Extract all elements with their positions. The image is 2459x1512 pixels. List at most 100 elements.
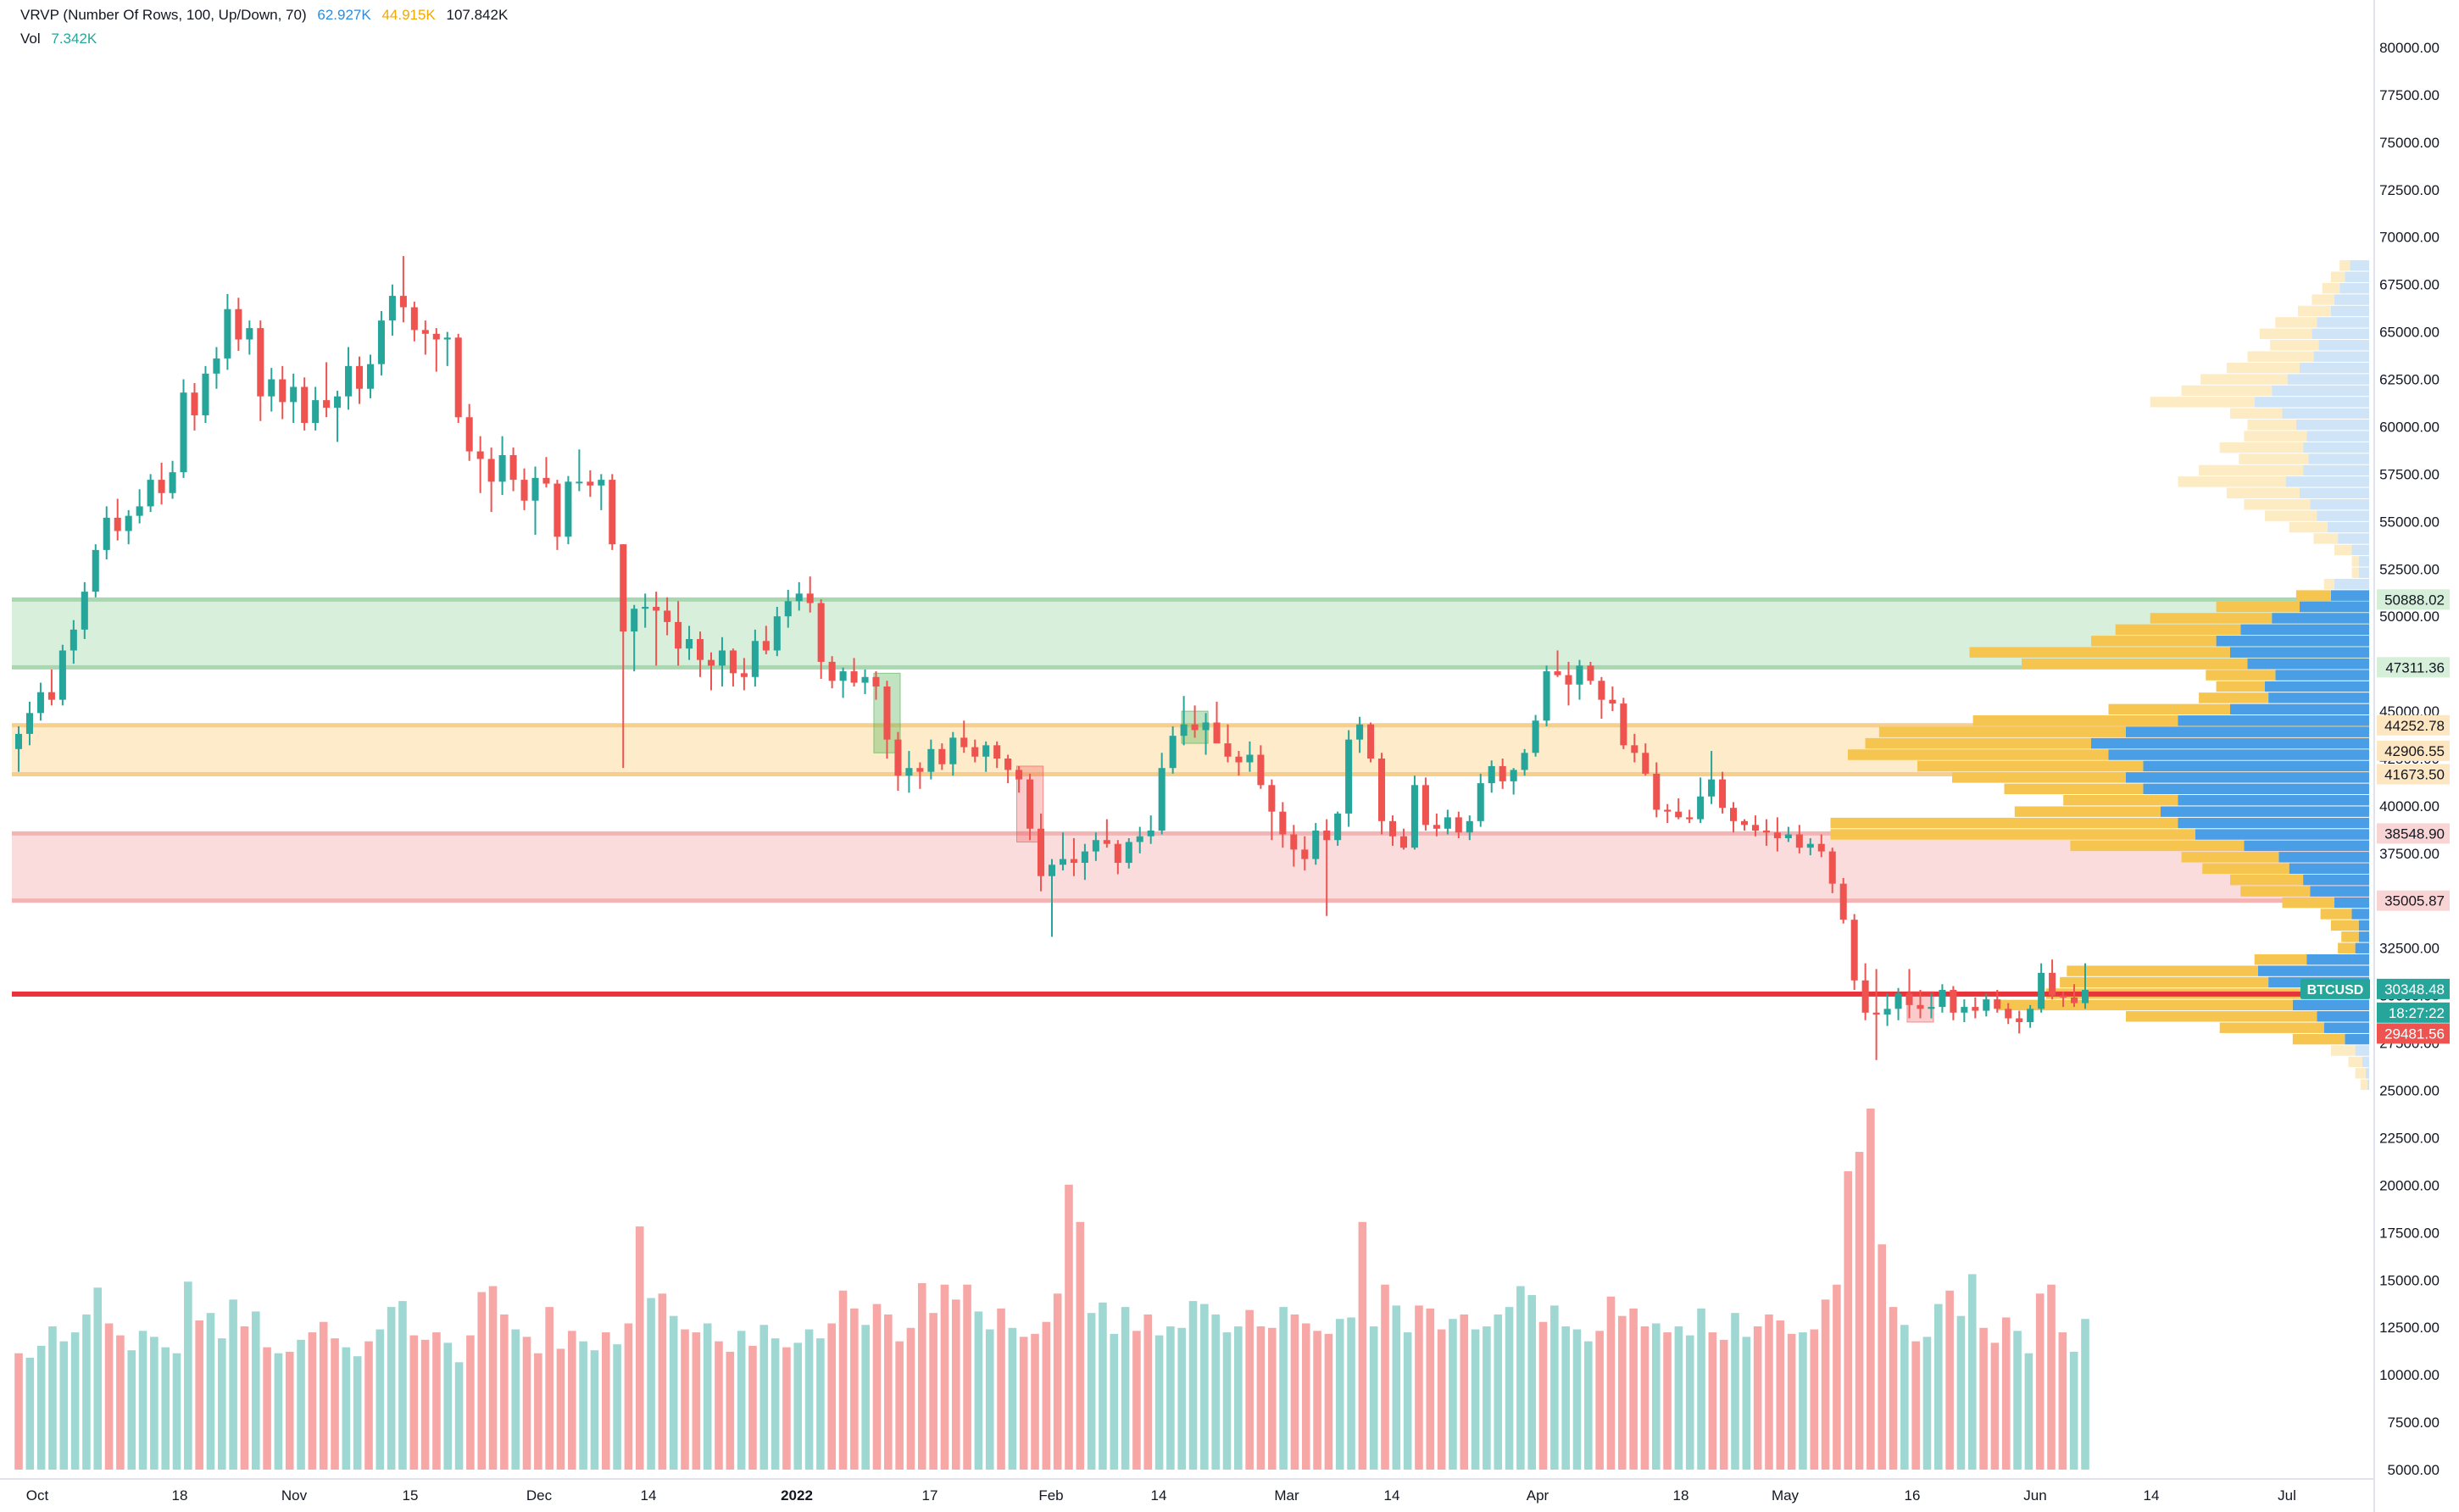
vp-row-up — [2351, 909, 2369, 920]
candle-body — [949, 737, 957, 764]
vp-row-down — [2108, 703, 2230, 715]
price-badge-bg — [2377, 978, 2450, 999]
candle-body — [1410, 785, 1418, 848]
candle-body — [542, 477, 550, 484]
volume-bar — [624, 1323, 633, 1470]
volume-bar — [2001, 1317, 2011, 1470]
volume-bar — [1550, 1305, 1559, 1470]
candle-body — [1817, 843, 1825, 852]
vp-row-up — [2334, 897, 2369, 909]
candle-body — [58, 650, 66, 700]
candle-body — [180, 392, 187, 473]
volume-bar — [116, 1335, 125, 1470]
candle-body — [1861, 980, 1869, 1013]
candle-body — [982, 745, 990, 757]
candle-body — [1246, 754, 1254, 763]
vp-row-up — [2300, 362, 2369, 374]
candle-body — [938, 748, 946, 764]
volume-bar — [2058, 1332, 2067, 1470]
candle-body — [169, 472, 176, 493]
vp-row-up — [2358, 567, 2369, 578]
candle-body — [565, 481, 572, 537]
candle-body — [686, 639, 693, 649]
volume-bar — [2024, 1353, 2033, 1470]
vp-row-down — [2341, 931, 2359, 942]
candle-body — [1444, 817, 1451, 829]
candle-body — [773, 616, 781, 651]
candle-body — [1059, 859, 1066, 865]
price-badge-bg — [2377, 740, 2450, 761]
vp-row-up — [2310, 498, 2369, 510]
candle-body — [1268, 785, 1276, 812]
candle-body — [1784, 834, 1792, 838]
volume-bar — [1031, 1333, 1039, 1470]
vp-row-up — [2365, 1068, 2369, 1079]
candle-body — [1213, 722, 1221, 744]
vp-row-up — [2345, 1033, 2369, 1045]
vp-row-down — [2202, 863, 2289, 874]
vol-legend-row[interactable]: Vol 7.342K — [20, 27, 508, 51]
candle-body — [1466, 820, 1473, 833]
candle-body — [1795, 834, 1803, 848]
candle-body — [1180, 724, 1188, 737]
vp-row-down — [2297, 305, 2331, 317]
volume-bar — [443, 1342, 453, 1470]
time-tick-label: Dec — [526, 1487, 553, 1504]
volume-bar — [511, 1329, 520, 1470]
vp-row-up — [2195, 829, 2369, 840]
symbol-tag-label: BTCUSD — [2307, 983, 2364, 998]
vp-row-down — [2292, 1033, 2345, 1045]
vp-row-up — [2334, 578, 2369, 590]
volume-bar — [1267, 1327, 1277, 1470]
volume-bar — [1437, 1329, 1446, 1470]
price-badge-label: 44252.78 — [2384, 718, 2445, 734]
vrvp-total-value: 107.842K — [446, 7, 509, 23]
time-tick-label: Apr — [1527, 1487, 1549, 1504]
volume-bar — [138, 1331, 147, 1470]
volume-bar — [556, 1348, 565, 1470]
vp-row-up — [2327, 521, 2369, 533]
vp-row-down — [2206, 670, 2276, 681]
vp-row-up — [2303, 464, 2369, 476]
volume-bar — [1381, 1284, 1389, 1470]
candle-body — [1399, 836, 1407, 848]
volume-bar — [1629, 1308, 1638, 1470]
vrvp-legend-row[interactable]: VRVP (Number Of Rows, 100, Up/Down, 70) … — [20, 3, 508, 27]
candle-body — [410, 307, 418, 331]
volume-bar — [771, 1338, 780, 1470]
volume-bar — [1945, 1290, 1954, 1470]
candle-body — [1773, 832, 1781, 838]
candle-body — [1488, 765, 1495, 784]
vp-row-down — [2219, 1022, 2324, 1033]
candle-body — [1675, 811, 1683, 818]
candle-body — [894, 739, 902, 776]
vp-row-up — [2244, 840, 2369, 852]
vol-label: Vol — [20, 31, 41, 47]
candle-body — [1038, 828, 1045, 876]
candle-body — [1939, 989, 1946, 1008]
volume-bar — [1787, 1333, 1796, 1470]
indicator-legend: VRVP (Number Of Rows, 100, Up/Down, 70) … — [20, 3, 508, 51]
candle-body — [70, 629, 77, 651]
price-badge-label: 42906.55 — [2384, 743, 2445, 759]
vp-row-down — [2150, 397, 2255, 408]
candle-body — [1026, 779, 1034, 829]
volume-bar — [172, 1353, 181, 1470]
vp-row-down — [1865, 737, 2091, 749]
price-tick-label: 7500.00 — [2388, 1415, 2440, 1431]
price-badge-bg — [2377, 1002, 2450, 1023]
price-tick-label: 15000.00 — [2379, 1272, 2440, 1288]
vp-row-down — [2254, 953, 2307, 965]
candle-body — [345, 365, 353, 397]
vp-row-down — [2355, 1068, 2366, 1079]
candle-body — [1576, 665, 1583, 685]
volume-bar — [1956, 1315, 1966, 1470]
volume-bar — [1392, 1305, 1401, 1470]
candle-body — [92, 549, 99, 592]
symbol-tag-bg[interactable] — [2300, 978, 2370, 999]
candle-body — [664, 610, 671, 622]
volume-bar — [420, 1339, 430, 1470]
vp-row-up — [2313, 351, 2369, 362]
